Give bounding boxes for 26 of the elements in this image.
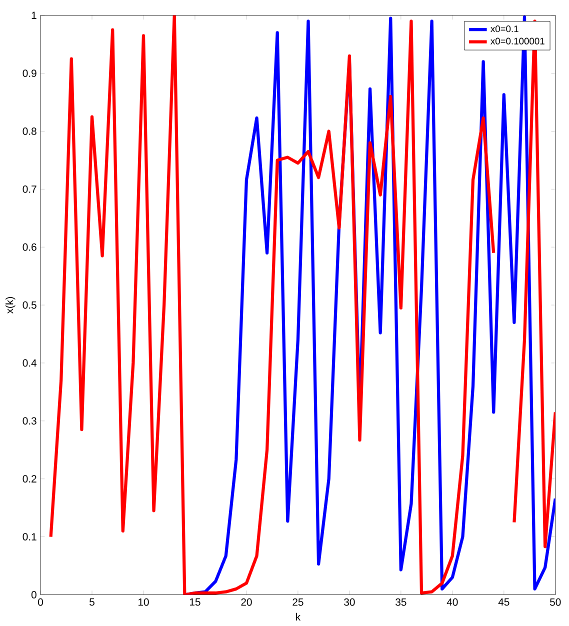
x-tick-label: 25 (292, 598, 304, 606)
x-tick-label: 0 (38, 598, 44, 606)
y-tick-label: 0.3 (22, 417, 36, 425)
y-tick-label: 0.9 (22, 70, 36, 77)
x-tick-label: 10 (138, 598, 149, 606)
x-tick-label: 30 (344, 598, 355, 606)
x-tick-label: 40 (446, 598, 458, 606)
y-tick-label: 0.4 (22, 359, 37, 367)
y-tick-label: 0.6 (22, 243, 36, 251)
y-tick-label: 1 (32, 12, 36, 19)
y-tick-label: 0.5 (22, 301, 36, 309)
y-tick-label: 0 (32, 591, 37, 598)
y-tick-label: 0.1 (22, 533, 36, 540)
y-tick-label: 0.2 (22, 475, 36, 483)
x-tick-label: 35 (396, 598, 406, 606)
x-tick-label: 45 (498, 598, 510, 606)
y-axis-title: x(k) (6, 297, 16, 314)
x-tick-label: 50 (550, 598, 561, 606)
x-tick-label: 15 (190, 598, 200, 606)
y-tick-label: 0.8 (22, 128, 36, 135)
legend-label: x0=0.100001 (490, 38, 544, 44)
legend-label: x0=0.1 (490, 26, 518, 32)
x-tick-label: 5 (90, 598, 95, 606)
y-tick-label: 0.7 (22, 185, 36, 193)
x-tick-label: 20 (241, 598, 252, 606)
x-axis-title: k (296, 612, 301, 620)
